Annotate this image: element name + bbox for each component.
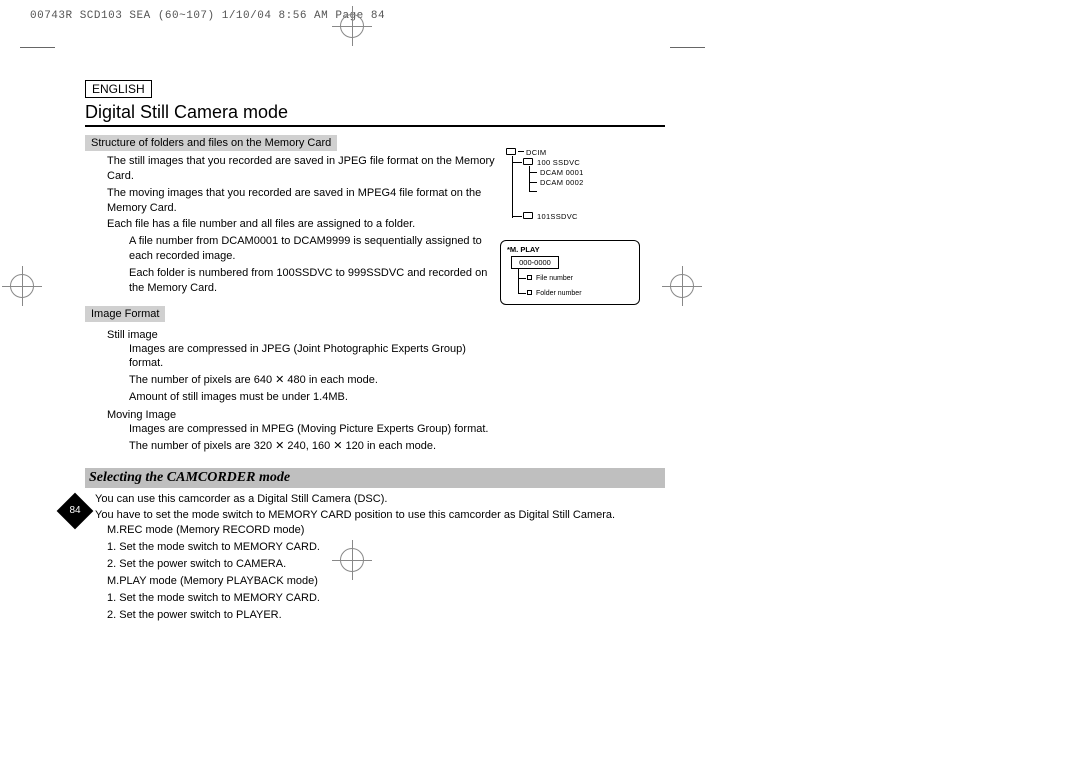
trim-bar-left <box>20 47 55 48</box>
trim-bar-right <box>670 47 705 48</box>
print-job-header: 00743R SCD103 SEA (60~107) 1/10/04 8:56 … <box>30 10 385 22</box>
crop-mark-right <box>670 274 694 298</box>
body-text: Amount of still images must be under 1.4… <box>129 390 665 405</box>
body-text: You can use this camcorder as a Digital … <box>95 492 665 507</box>
body-text: The number of pixels are 640 ✕ 480 in ea… <box>129 373 665 388</box>
body-text: Images are compressed in JPEG (Joint Pho… <box>129 342 499 372</box>
body-text: The moving images that you recorded are … <box>107 186 512 216</box>
body-text: Each folder is numbered from 100SSDVC to… <box>129 266 499 296</box>
page-number: 84 <box>62 498 88 524</box>
section-heading-camcorder: Selecting the CAMCORDER mode <box>85 468 665 488</box>
page-title: Digital Still Camera mode <box>85 102 665 127</box>
subheading-still: Still image <box>107 329 665 341</box>
body-text: A file number from DCAM0001 to DCAM9999 … <box>129 234 499 264</box>
body-text: The number of pixels are 320 ✕ 240, 160 … <box>129 439 665 454</box>
body-text: Each file has a file number and all file… <box>107 217 512 232</box>
crop-mark-top <box>340 14 364 38</box>
mplay-diagram: *M. PLAY 000-0000 File number Folder num… <box>500 240 640 305</box>
page-number-badge: 84 <box>57 493 94 530</box>
body-text: 1. Set the mode switch to MEMORY CARD. <box>107 540 665 555</box>
body-text: You have to set the mode switch to MEMOR… <box>95 508 665 523</box>
body-text: M.REC mode (Memory RECORD mode) <box>107 523 665 538</box>
body-text: Images are compressed in MPEG (Moving Pi… <box>129 422 665 437</box>
mplay-title: *M. PLAY <box>507 245 540 254</box>
body-text: 2. Set the power switch to CAMERA. <box>107 557 665 572</box>
body-text: 1. Set the mode switch to MEMORY CARD. <box>107 591 665 606</box>
body-text: M.PLAY mode (Memory PLAYBACK mode) <box>107 574 665 589</box>
crop-mark-left <box>10 274 34 298</box>
body-text: The still images that you recorded are s… <box>107 154 512 184</box>
subheading-moving: Moving Image <box>107 409 665 421</box>
body-text: 2. Set the power switch to PLAYER. <box>107 608 665 623</box>
language-label: ENGLISH <box>85 80 152 98</box>
section-heading-structure: Structure of folders and files on the Me… <box>85 135 337 151</box>
section-heading-format: Image Format <box>85 306 165 322</box>
folder-structure-diagram: DCIM 100 SSDVC DCAM 0001 DCAM 0002 101SS… <box>500 148 660 228</box>
